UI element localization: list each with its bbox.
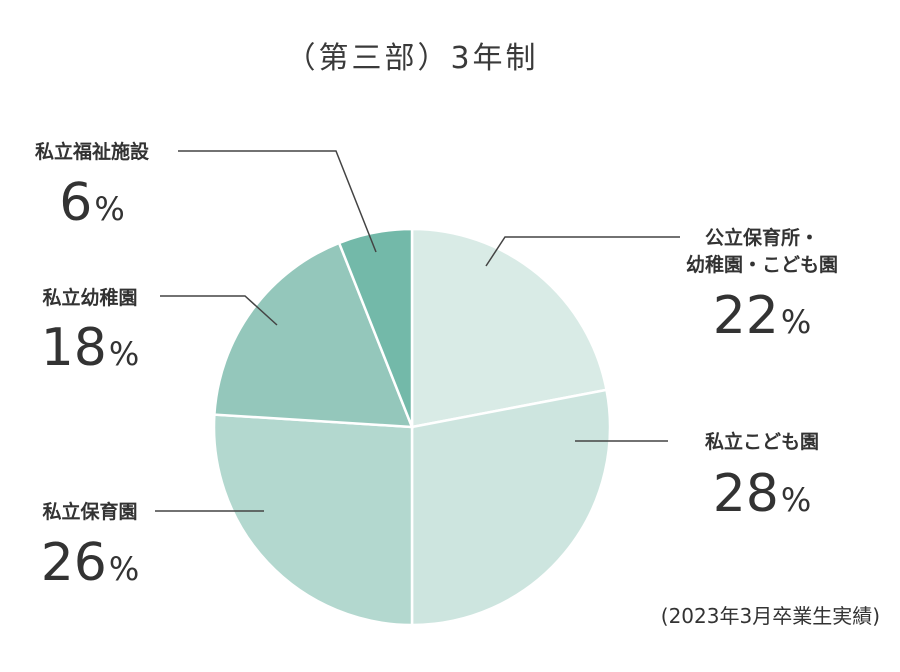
slice-label: 私立こども園 xyxy=(705,430,819,453)
slice-label: 幼稚園・こども園 xyxy=(686,253,838,276)
pie-slice xyxy=(410,388,612,627)
slice-value: 6% xyxy=(59,173,125,233)
leader-line xyxy=(485,236,680,267)
pie-slices xyxy=(212,227,612,627)
slice-label: 私立保育園 xyxy=(42,500,137,523)
slice-value: 28% xyxy=(713,464,812,524)
slice-label: 私立福祉施設 xyxy=(35,140,150,163)
leader-lines xyxy=(155,150,680,512)
slice-labels: 公立保育所・幼稚園・こども園 22% 私立こども園 28% 私立保育園 26% 私立幼稚園 1… xyxy=(35,140,838,593)
slice-label: 私立幼稚園 xyxy=(42,286,137,309)
slice-value: 18% xyxy=(41,318,140,378)
pie-slice xyxy=(213,241,414,429)
slice-value: 26% xyxy=(41,533,140,593)
pie-slice xyxy=(410,227,608,429)
pie-slice xyxy=(212,413,414,627)
chart-title: （第三部）3年制 xyxy=(285,41,538,76)
leader-line xyxy=(178,150,377,253)
slice-label: 公立保育所・ xyxy=(705,226,819,249)
chart-note: (2023年3月卒業生実績) xyxy=(661,604,880,628)
leader-line xyxy=(160,295,278,326)
slice-value: 22% xyxy=(713,286,812,346)
pie-slice xyxy=(337,227,414,428)
